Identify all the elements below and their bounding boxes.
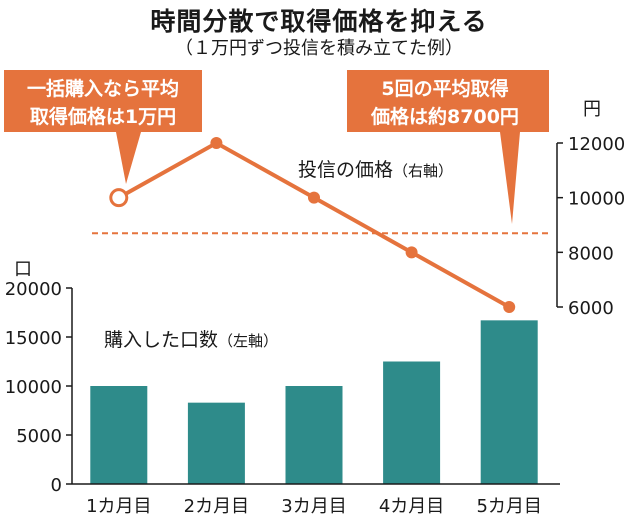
bar-axis-note: （左軸） — [218, 332, 278, 350]
bar-4 — [383, 361, 441, 484]
bar-1 — [90, 386, 148, 484]
line-series-name: 投信の価格 — [298, 159, 393, 181]
x-tick-label: 1カ月目 — [86, 496, 151, 517]
price-point-3 — [308, 191, 320, 204]
x-tick-label: 5カ月目 — [476, 496, 541, 517]
price-point-1 — [109, 188, 129, 208]
bar-series-name: 購入した口数 — [104, 329, 218, 351]
average-callout: 5回の平均取得 価格は約8700円 — [347, 70, 549, 224]
left-tick-label: 15000 — [5, 328, 62, 349]
bar-5 — [480, 320, 538, 484]
left-tick-label: 10000 — [5, 377, 62, 398]
average-callout-box — [347, 70, 549, 224]
lump-sum-callout: 一括購入なら平均 取得価格は1万円 — [4, 70, 202, 184]
left-axis-unit: 口 — [14, 259, 32, 280]
x-axis-ticks: 1カ月目 2カ月目 3カ月目 4カ月目 5カ月目 — [86, 496, 542, 517]
bar-2 — [187, 402, 245, 484]
x-tick-label: 2カ月目 — [184, 496, 249, 517]
left-tick-label: 5000 — [16, 426, 62, 447]
left-tick-label: 0 — [51, 475, 62, 496]
average-callout-line1: 5回の平均取得 — [381, 77, 508, 100]
lump-sum-callout-line2: 取得価格は1万円 — [30, 105, 176, 128]
chart-title: 時間分散で取得価格を抑える — [150, 7, 488, 36]
right-axis-ticks: 6000 8000 10000 12000 — [557, 134, 625, 319]
bar-series-label: 購入した口数（左軸） — [104, 329, 278, 351]
bar-3 — [285, 386, 343, 484]
right-tick-label: 8000 — [568, 243, 614, 264]
price-point-2 — [210, 137, 223, 149]
left-tick-label: 20000 — [5, 279, 62, 300]
lump-sum-callout-line1: 一括購入なら平均 — [27, 77, 179, 100]
x-tick-label: 4カ月目 — [379, 496, 444, 517]
right-tick-label: 10000 — [568, 189, 625, 210]
x-tick-label: 3カ月目 — [281, 496, 346, 517]
right-tick-label: 6000 — [568, 298, 614, 319]
bar-series — [90, 320, 538, 484]
lump-sum-callout-box — [4, 70, 202, 184]
line-series-label: 投信の価格（右軸） — [298, 159, 453, 181]
price-line-series — [109, 137, 516, 313]
left-axis-ticks: 0 5000 10000 15000 20000 — [5, 279, 72, 496]
price-point-5 — [503, 301, 516, 313]
price-point-4 — [405, 246, 418, 259]
right-tick-label: 12000 — [568, 134, 625, 155]
chart-subtitle: （１万円ずつ投信を積み立てた例） — [175, 38, 463, 59]
average-callout-line2: 価格は約8700円 — [370, 105, 519, 128]
right-axis-unit: 円 — [583, 99, 601, 120]
line-axis-note: （右軸） — [393, 162, 453, 180]
